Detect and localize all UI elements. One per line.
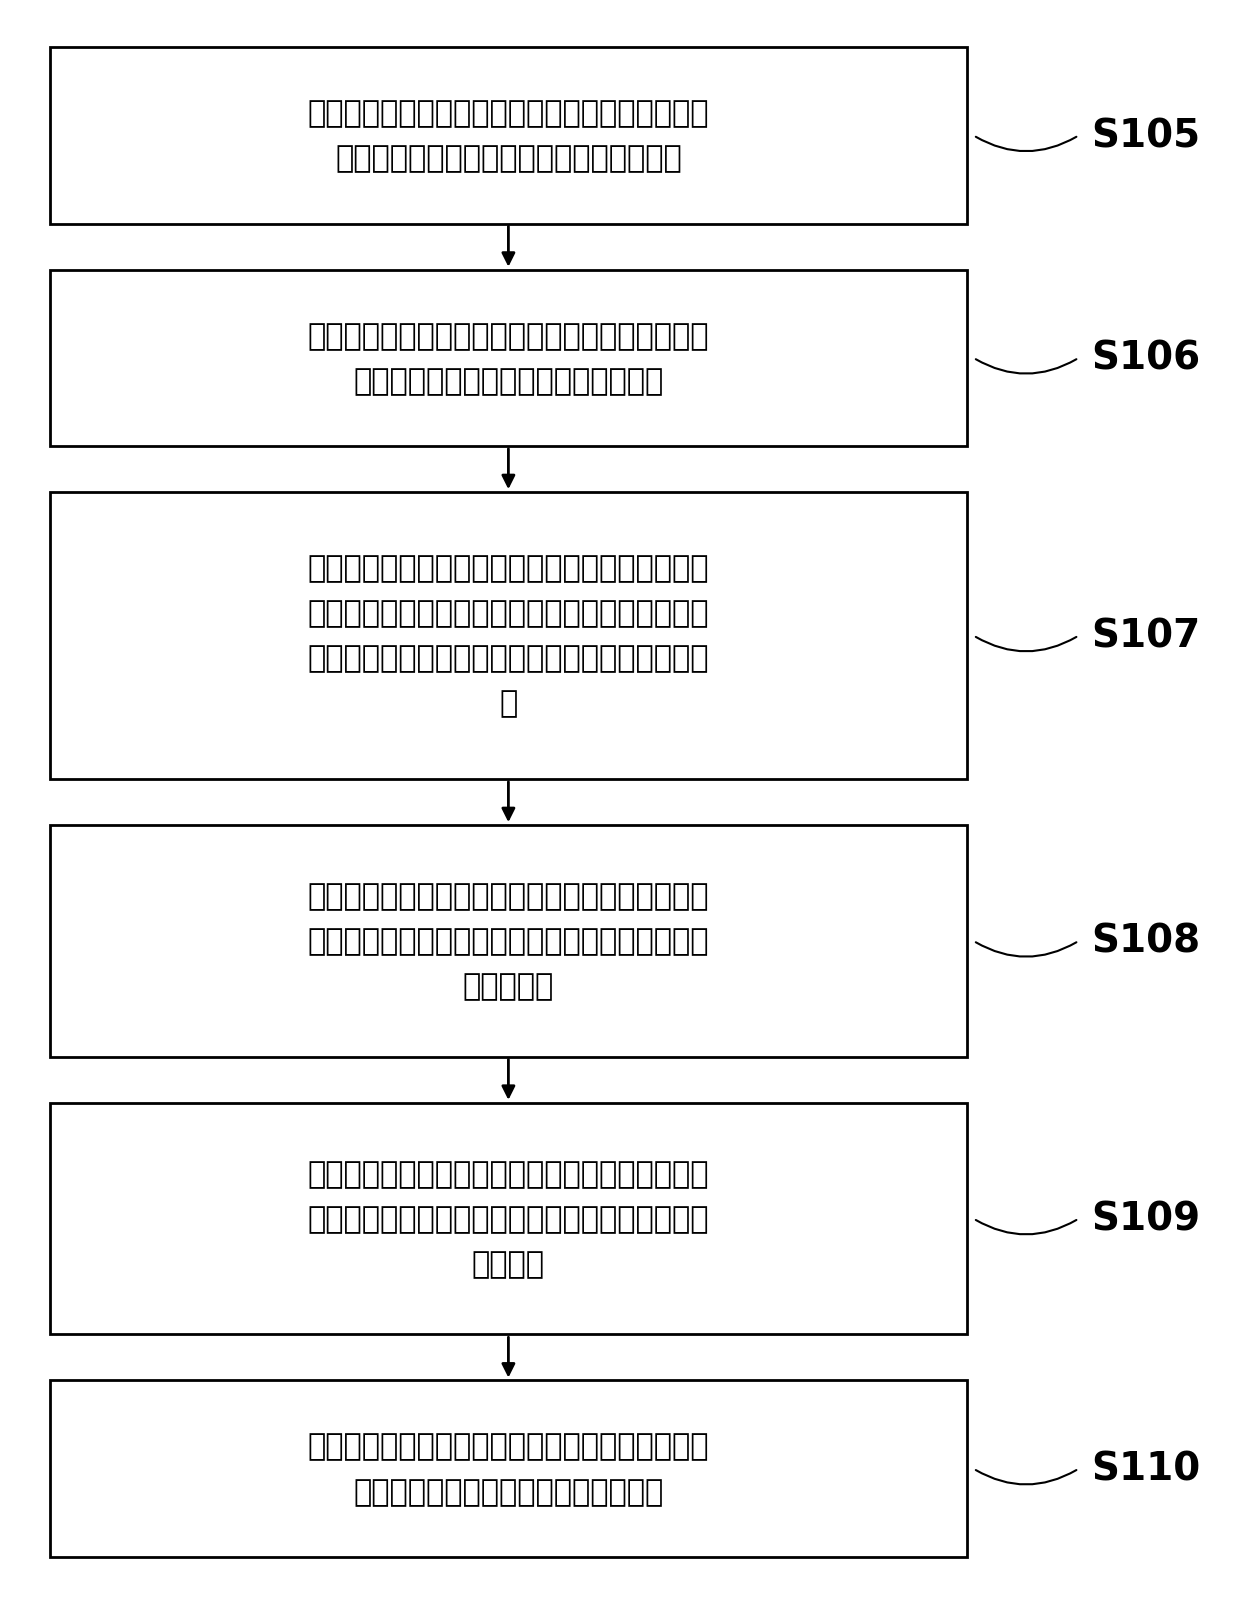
Text: 用所述目标在惯性直角坐标系下更新的坐标值取代
所述目标在惯性直角坐标系下的坐标值: 用所述目标在惯性直角坐标系下更新的坐标值取代 所述目标在惯性直角坐标系下的坐标值 — [308, 1432, 709, 1505]
Bar — [50, 48, 967, 225]
Bar — [50, 1103, 967, 1334]
Bar — [50, 493, 967, 780]
Text: S109: S109 — [1091, 1201, 1200, 1237]
Text: 将所述目标在天线阵面直角坐标系下的坐标值转换
为目标在天线阵面球坐标系下的坐标值: 将所述目标在天线阵面直角坐标系下的坐标值转换 为目标在天线阵面球坐标系下的坐标值 — [308, 321, 709, 395]
Text: 对所述目标在天线阵面球坐标系下更新的坐标值进
行坐标变换，得到目标在天线阵面直角坐标系下更
新的坐标值: 对所述目标在天线阵面球坐标系下更新的坐标值进 行坐标变换，得到目标在天线阵面直角… — [308, 881, 709, 1002]
Text: S110: S110 — [1091, 1449, 1200, 1488]
Text: 对所述目标在天线阵面直角坐标系下更新的坐标值
进行坐标变换，得到目标在惯性直角坐标系下更新
的坐标值: 对所述目标在天线阵面直角坐标系下更新的坐标值 进行坐标变换，得到目标在惯性直角坐… — [308, 1159, 709, 1278]
Text: S105: S105 — [1091, 117, 1200, 156]
Text: S106: S106 — [1091, 340, 1200, 377]
Bar — [50, 271, 967, 446]
Bar — [50, 1380, 967, 1557]
Text: 将所述目标在天线阵面球坐标系下的坐标值中的方
位角、俯仰角分别与所述方位角误差、俯仰角误差
求和，得到目标在天线阵面球坐标系下更新的坐标
值: 将所述目标在天线阵面球坐标系下的坐标值中的方 位角、俯仰角分别与所述方位角误差、… — [308, 554, 709, 717]
Text: S108: S108 — [1091, 923, 1200, 960]
Bar — [50, 825, 967, 1058]
Text: S107: S107 — [1091, 616, 1200, 655]
Text: 获取目标在天线阵面球坐标系下的角误差信息，所
述角误差信息包括方位角误差、俯仰角误差: 获取目标在天线阵面球坐标系下的角误差信息，所 述角误差信息包括方位角误差、俯仰角… — [308, 100, 709, 173]
